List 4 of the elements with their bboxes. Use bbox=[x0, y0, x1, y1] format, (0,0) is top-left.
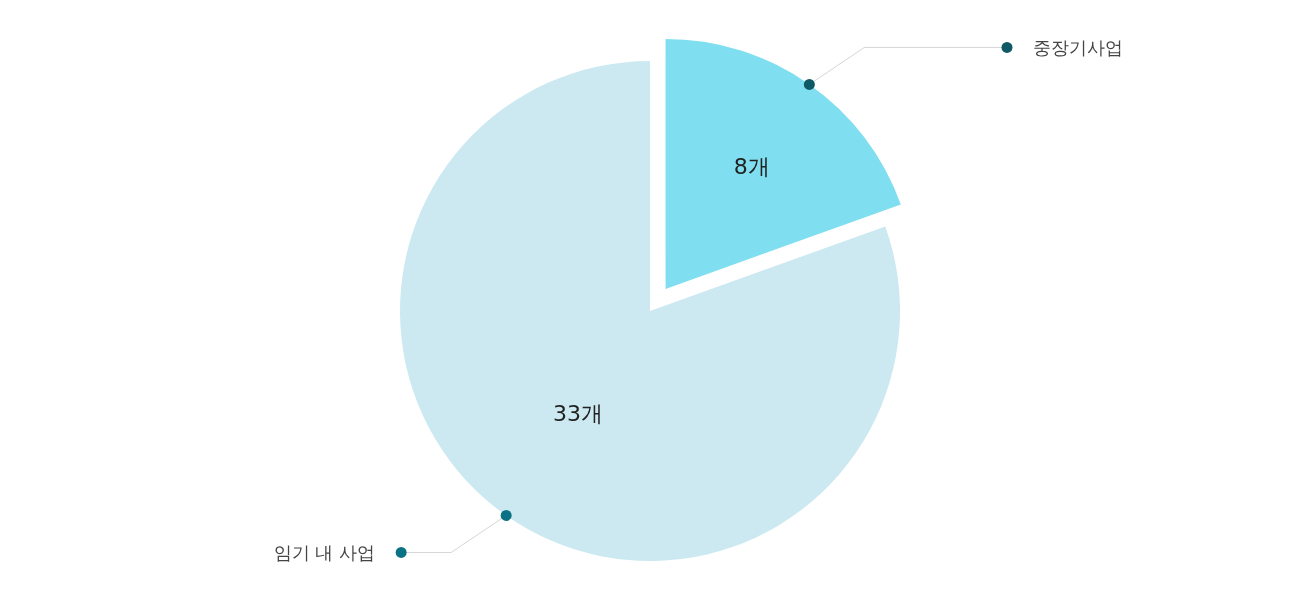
data-label: 33개 bbox=[553, 400, 604, 426]
data-label: 8개 bbox=[733, 153, 770, 179]
slice-label: 임기 내 사업 bbox=[273, 541, 376, 563]
slice-label: 중장기사업 bbox=[1033, 36, 1123, 58]
